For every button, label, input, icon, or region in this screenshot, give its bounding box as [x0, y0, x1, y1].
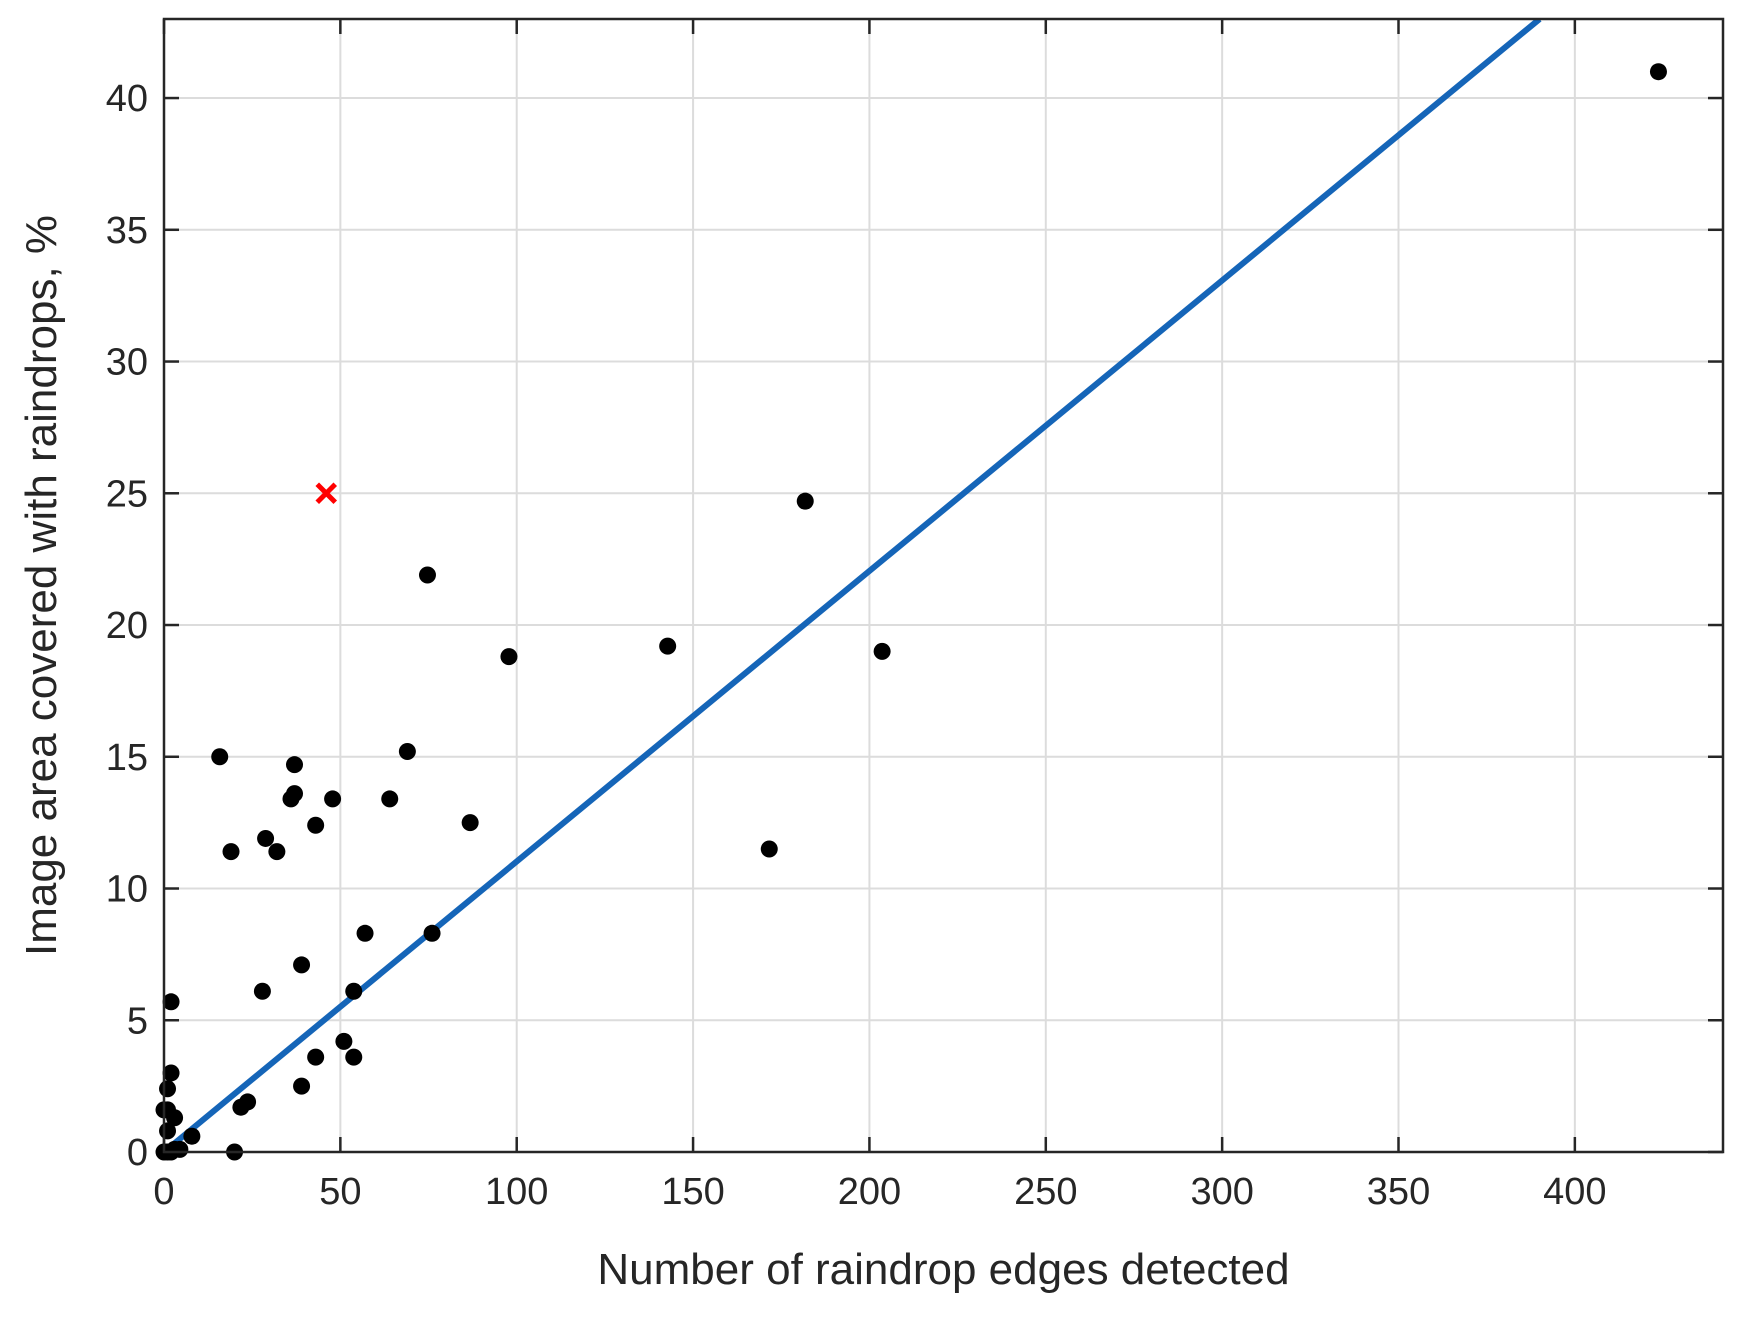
- data-point: [293, 1077, 311, 1095]
- data-point: [345, 982, 363, 1000]
- data-point: [381, 790, 399, 808]
- data-point: [356, 924, 374, 942]
- data-point: [268, 843, 286, 861]
- data-point: [183, 1127, 201, 1145]
- y-tick-label: 40: [106, 78, 148, 120]
- y-tick-label: 30: [106, 342, 148, 384]
- data-point: [282, 790, 300, 808]
- data-point: [222, 843, 240, 861]
- data-point: [760, 840, 778, 858]
- data-point: [211, 748, 229, 766]
- data-point: [253, 982, 271, 1000]
- y-tick-label: 25: [106, 473, 148, 515]
- data-point: [796, 492, 814, 510]
- data-point: [307, 816, 325, 834]
- data-point: [461, 814, 479, 832]
- y-axis-ticks: 0 5 10 15 20 25 30 35 40: [106, 78, 1723, 1174]
- data-point: [232, 1098, 250, 1116]
- x-tick-label: 300: [1190, 1171, 1253, 1213]
- data-point: [345, 1048, 363, 1066]
- data-point: [659, 637, 677, 655]
- data-point: [307, 1048, 325, 1066]
- axes-frame: [162, 17, 1725, 1154]
- x-tick-label: 100: [485, 1171, 548, 1213]
- data-point: [159, 1080, 177, 1098]
- x-tick-label: 200: [838, 1171, 901, 1213]
- y-tick-label: 10: [106, 869, 148, 911]
- data-point: [423, 924, 441, 942]
- x-axis-label: Number of raindrop edges detected: [597, 1245, 1289, 1294]
- y-axis-label: Image area covered with raindrops, %: [17, 215, 66, 956]
- data-point: [1649, 63, 1667, 81]
- data-point: [166, 1109, 184, 1127]
- data-point: [257, 829, 275, 847]
- x-tick-label: 350: [1367, 1171, 1430, 1213]
- data-marks: [155, 19, 1667, 1161]
- data-point: [335, 1032, 353, 1050]
- data-point: [159, 1122, 177, 1140]
- data-point: [171, 1140, 189, 1158]
- x-tick-label: 250: [1014, 1171, 1077, 1213]
- data-point: [286, 756, 304, 774]
- data-point: [324, 790, 342, 808]
- x-tick-label: 50: [319, 1171, 361, 1213]
- y-tick-label: 35: [106, 210, 148, 252]
- y-tick-label: 15: [106, 737, 148, 779]
- data-point: [500, 648, 518, 666]
- x-axis-ticks: 0 50 100 150 200 250 300 350 400: [153, 19, 1607, 1213]
- data-point: [873, 642, 891, 660]
- y-tick-label: 0: [127, 1132, 148, 1174]
- x-tick-label: 400: [1543, 1171, 1606, 1213]
- data-point: [293, 956, 311, 974]
- data-point: [162, 1064, 180, 1082]
- grid: [163, 19, 1723, 1153]
- data-point: [162, 993, 180, 1011]
- data-point: [398, 742, 416, 760]
- x-tick-label: 150: [661, 1171, 724, 1213]
- outlier-point: [315, 482, 338, 505]
- outlier-stroke: [315, 482, 338, 505]
- data-point: [418, 566, 436, 584]
- y-tick-label: 20: [106, 605, 148, 647]
- y-tick-label: 5: [127, 1000, 148, 1042]
- fit-line: [164, 19, 1542, 1152]
- x-tick-label: 0: [153, 1171, 174, 1213]
